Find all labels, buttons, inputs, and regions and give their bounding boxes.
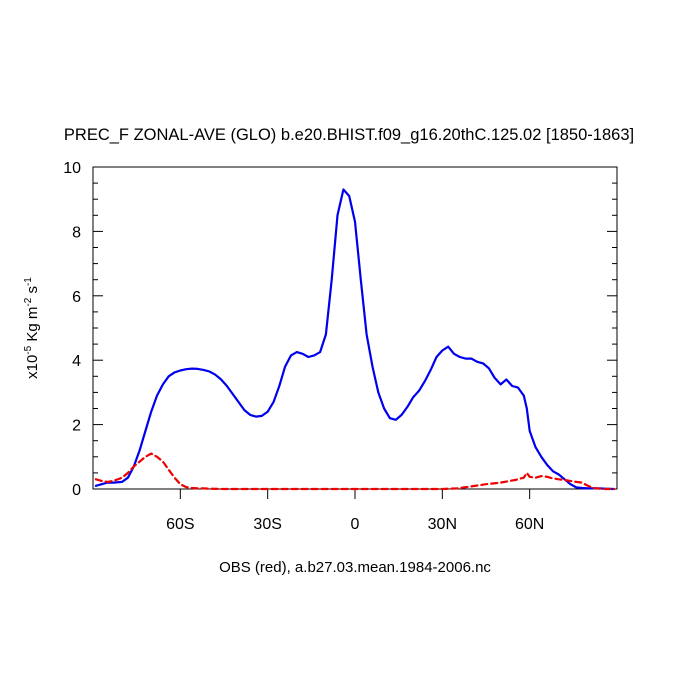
plot-frame: [92, 166, 618, 490]
y-axis-label: x10-5 Kg m-2 s-1: [23, 277, 41, 379]
x-tick-label: 60S: [166, 516, 194, 533]
chart-title: PREC_F ZONAL-AVE (GLO) b.e20.BHIST.f09_g…: [64, 126, 634, 144]
y-tick-label: 8: [72, 224, 81, 241]
y-axis-label-mid: Kg m: [24, 307, 41, 346]
y-tick-label: 10: [63, 160, 81, 177]
y-tick-label: 4: [72, 353, 81, 370]
y-tick-label: 2: [72, 418, 81, 435]
y-axis-label-exp2: -2: [23, 297, 34, 306]
y-axis-label-exp1: -5: [23, 345, 34, 354]
x-tick-label: 60N: [515, 516, 544, 533]
y-tick-label: 6: [72, 289, 81, 306]
x-tick-label: 0: [351, 516, 360, 533]
x-tick-label: 30N: [428, 516, 457, 533]
y-minor-ticks: [93, 182, 617, 474]
series-group: [94, 188, 616, 491]
chart-subtitle: OBS (red), a.b27.03.mean.1984-2006.nc: [219, 559, 491, 576]
y-axis-label-exp3: -1: [23, 277, 34, 286]
y-tick-label: 0: [72, 482, 81, 499]
y-axis-label-prefix: x10: [24, 355, 41, 379]
x-axis-ticks: 60S 30S 0 30N 60N: [166, 489, 544, 533]
obs-series-line: [94, 452, 616, 491]
x-tick-label: 30S: [253, 516, 281, 533]
y-axis-label-mid2: s: [24, 286, 41, 298]
y-axis-ticks: 0 2 4 6 8 10: [63, 160, 617, 499]
model-series-line: [94, 188, 616, 491]
